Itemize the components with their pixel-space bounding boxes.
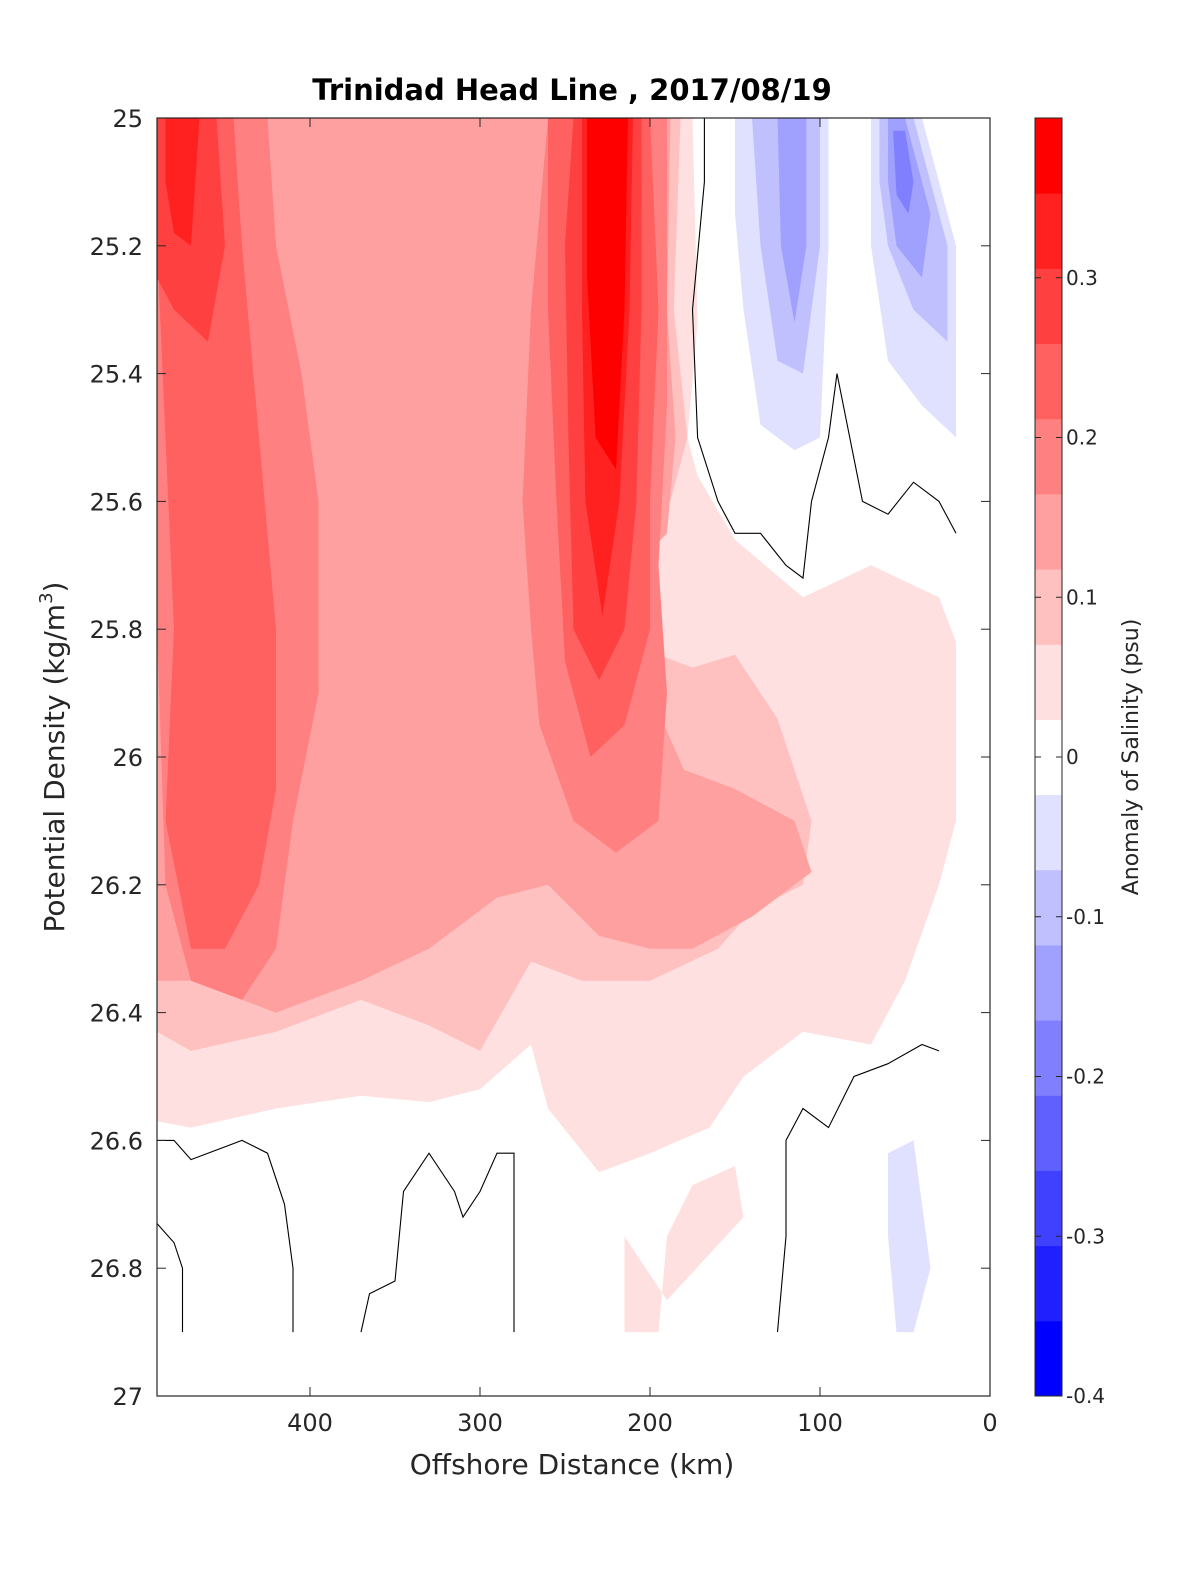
contour-line-0: [691, 118, 957, 580]
colorbar-tick-label-5: -0.2: [1066, 1065, 1105, 1089]
colorbar-swatch-16: [1035, 118, 1062, 194]
x-tick-label-0: 400: [287, 1409, 333, 1437]
colorbar-swatch-11: [1035, 493, 1062, 570]
colorbar-swatch-1: [1035, 1245, 1062, 1322]
y-axis-label: Potential Density (kg/m3): [36, 582, 71, 933]
contour-region-1: [624, 1166, 744, 1333]
colorbar-swatch-5: [1035, 944, 1062, 1021]
y-tick-label-3: 25.6: [90, 488, 143, 516]
colorbar-swatch-3: [1035, 1095, 1062, 1171]
colorbar-swatch-14: [1035, 268, 1062, 345]
y-tick-label-10: 27: [112, 1383, 143, 1411]
contour-region-10: [165, 118, 200, 246]
colorbar-swatch-2: [1035, 1170, 1062, 1247]
y-axis-label-superscript: 3: [36, 592, 57, 603]
contour-line-3: [360, 1152, 515, 1333]
colorbar-tick-label-6: -0.3: [1066, 1224, 1105, 1248]
colorbar-tick-label-1: 0.2: [1066, 426, 1098, 450]
colorbar-swatch-9: [1035, 644, 1062, 720]
contour-region-6: [157, 118, 276, 949]
y-tick-label-5: 26: [112, 744, 143, 772]
colorbar-swatch-13: [1035, 343, 1062, 420]
colorbar-swatch-7: [1035, 794, 1062, 871]
colorbar-swatch-12: [1035, 418, 1062, 495]
contour-line-4: [776, 1043, 940, 1333]
colorbar-swatch-10: [1035, 569, 1062, 645]
colorbar-label: Anomaly of Salinity (psu): [1119, 619, 1144, 896]
y-tick-label-2: 25.4: [90, 361, 143, 389]
x-tick-label-2: 200: [627, 1409, 673, 1437]
x-axis-label: Offshore Distance (km): [410, 1448, 735, 1481]
y-tick-label-8: 26.6: [90, 1127, 143, 1155]
x-tick-label-3: 100: [797, 1409, 843, 1437]
contour-region-18: [777, 118, 807, 323]
colorbar-tick-label-4: -0.1: [1066, 905, 1105, 929]
contour-region-20: [893, 130, 914, 214]
y-tick-label-1: 25.2: [90, 233, 143, 261]
contour-region-15: [888, 1140, 931, 1333]
y-tick-label-0: 25: [112, 105, 143, 133]
colorbar-swatch-15: [1035, 193, 1062, 269]
y-tick-label-6: 26.2: [90, 872, 143, 900]
colorbar-tick-label-0: 0.3: [1066, 266, 1098, 290]
filled-contours: [157, 118, 956, 1333]
colorbar-tick-label-7: -0.4: [1066, 1384, 1105, 1408]
colorbar-swatches: [1035, 118, 1062, 1397]
y-axis-ticks: 25 25.2 25.4 25.6 25.8 26 26.2 26.4 26.6 26.8 27: [90, 105, 990, 1411]
chart-title: Trinidad Head Line , 2017/08/19: [312, 73, 832, 107]
zero-contour-lines: [156, 118, 957, 1333]
contour-line-1: [157, 1139, 294, 1333]
colorbar-tick-label-2: 0.1: [1066, 585, 1098, 609]
plot-area: 400 300 200 100 0 25 25.2 25.4 25.6 25.8 26 26.2 26…: [90, 105, 998, 1437]
y-axis-label-main: Potential Density (kg/m: [38, 604, 71, 933]
y-axis-label-close: ): [38, 582, 71, 593]
colorbar: 0.3 0.2 0.1 0 -0.1 -0.2 -0.3 -0.4 Anomaly of Sa…: [1034, 117, 1144, 1408]
colorbar-swatch-0: [1035, 1320, 1062, 1397]
contour-line-2: [156, 1223, 184, 1333]
y-tick-label-4: 25.8: [90, 616, 143, 644]
x-tick-label-1: 300: [457, 1409, 503, 1437]
contour-region-12: [587, 118, 628, 470]
colorbar-ticks: 0.3 0.2 0.1 0 -0.1 -0.2 -0.3 -0.4: [1035, 266, 1105, 1408]
colorbar-swatch-6: [1035, 869, 1062, 946]
colorbar-tick-label-3: 0: [1066, 745, 1079, 769]
x-axis-ticks: 400 300 200 100 0: [287, 118, 998, 1437]
x-tick-label-4: 0: [982, 1409, 997, 1437]
colorbar-swatch-4: [1035, 1020, 1062, 1096]
y-tick-label-9: 26.8: [90, 1255, 143, 1283]
y-tick-label-7: 26.4: [90, 1000, 143, 1028]
